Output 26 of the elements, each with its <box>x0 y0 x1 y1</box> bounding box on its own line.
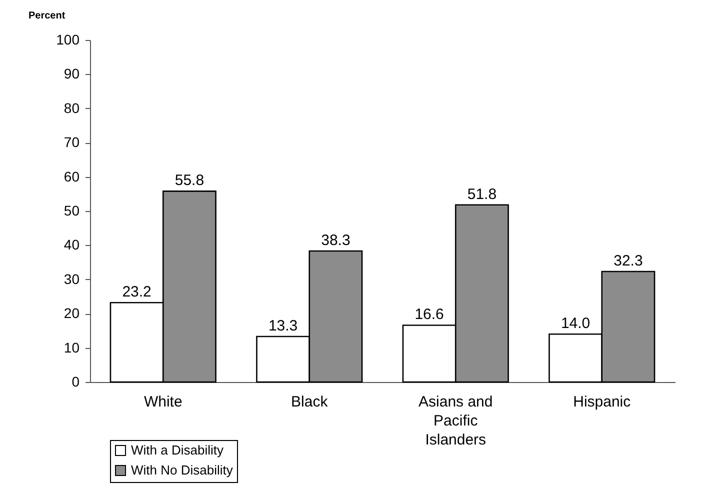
y-tick-label: 90 <box>64 66 80 82</box>
data-label: 51.8 <box>467 186 497 203</box>
x-tick-label: Black <box>291 394 328 410</box>
data-label: 16.6 <box>414 306 444 324</box>
y-axis-title: Percent <box>28 10 66 22</box>
x-tick-label: Hispanic <box>573 394 632 410</box>
y-tick-label: 30 <box>64 270 80 287</box>
data-label: 23.2 <box>122 284 152 301</box>
y-tick-label: 10 <box>64 339 80 356</box>
y-tick-label: 60 <box>64 168 80 184</box>
y-tick-label: 0 <box>72 374 80 390</box>
x-tick-label: White <box>144 394 182 410</box>
data-label: 14.0 <box>560 315 590 332</box>
y-tick-label: 20 <box>64 305 80 322</box>
x-tick-label: Asians and Pacific Islanders <box>418 394 493 448</box>
y-tick-label: 80 <box>64 100 80 116</box>
data-label: 32.3 <box>614 252 643 270</box>
y-tick-label: 50 <box>64 202 80 218</box>
data-label: 13.3 <box>268 318 298 335</box>
data-label: 55.8 <box>174 172 204 190</box>
legend-label: With No Disability <box>131 462 234 478</box>
y-tick-label: 40 <box>64 236 80 253</box>
y-tick-label: 70 <box>64 134 80 150</box>
y-tick-label: 100 <box>56 32 80 48</box>
data-label: 38.3 <box>321 232 350 250</box>
legend-label: With a Disability <box>131 442 224 458</box>
